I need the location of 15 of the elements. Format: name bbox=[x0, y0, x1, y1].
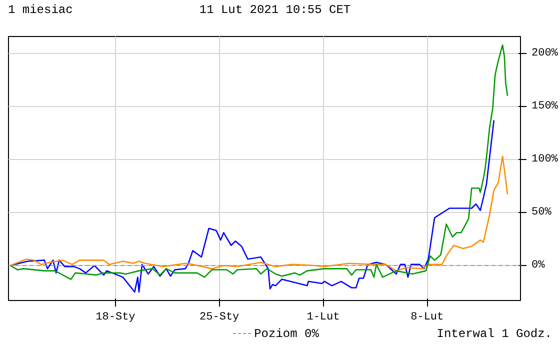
x-tick-label: 25-Sty bbox=[200, 312, 240, 324]
line-series bbox=[10, 156, 508, 272]
y-tick-label: 200% bbox=[532, 47, 558, 60]
y-tick-label: 0% bbox=[532, 260, 546, 272]
y-tick-label: 150% bbox=[532, 100, 558, 112]
line-series bbox=[10, 44, 508, 280]
y-tick-label: 50% bbox=[532, 206, 552, 218]
text: Interwal 1 Godz. bbox=[436, 326, 552, 343]
chart-subtitle: 11 Lut 2021 10:55 CET bbox=[199, 3, 351, 17]
x-tick-label: 8-Lut bbox=[410, 312, 444, 324]
x-tick-label: 1-Lut bbox=[306, 312, 340, 324]
y-tick-label: 100% bbox=[532, 153, 558, 166]
chart-title: 1 miesiac bbox=[8, 2, 73, 19]
legend-label: Poziom 0% bbox=[254, 327, 319, 341]
x-tick-label: 18-Sty bbox=[96, 312, 136, 324]
